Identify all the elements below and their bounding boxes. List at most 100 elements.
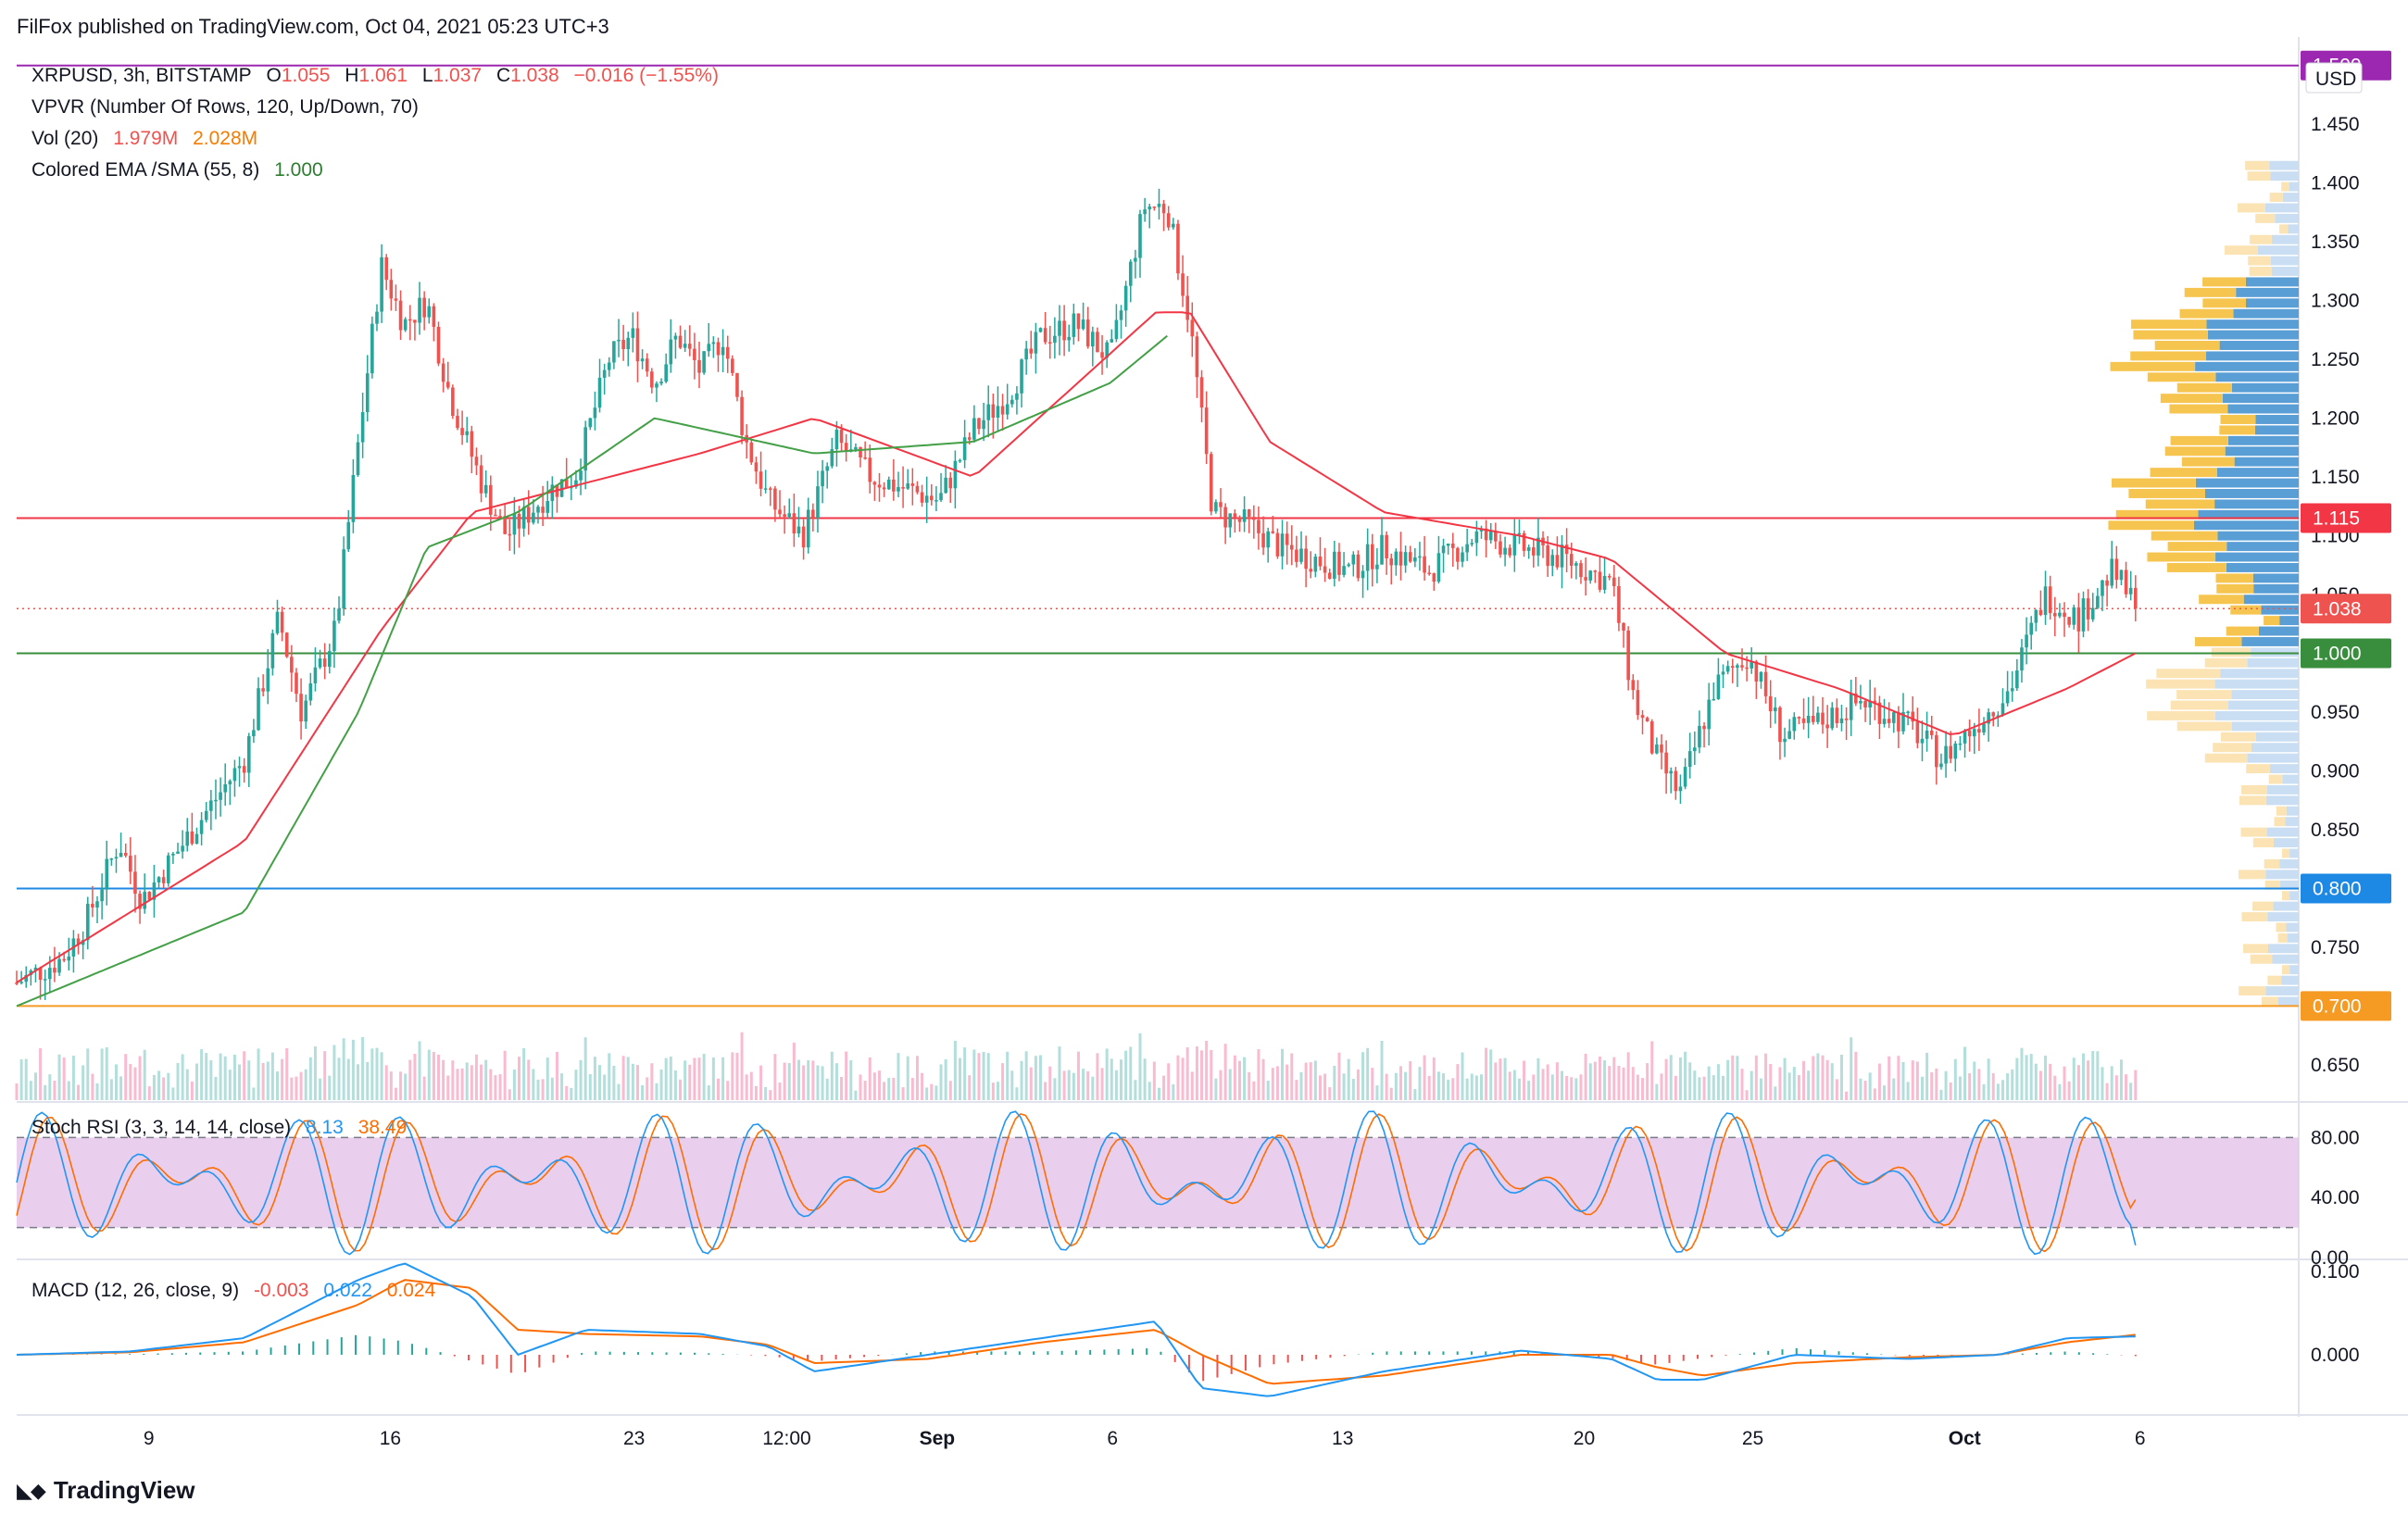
candle-body [152, 882, 157, 900]
candle-body [33, 968, 38, 971]
candle-body [408, 319, 412, 321]
stoch-legend: Stoch RSI (3, 3, 14, 14, close) 8.13 38.… [31, 1117, 416, 1139]
volume-bar [532, 1069, 535, 1100]
volume-bar [930, 1083, 934, 1100]
candle-body [1929, 730, 1934, 735]
volume-bar [133, 1067, 137, 1100]
volume-bar [796, 1059, 800, 1100]
volume-bar [1006, 1051, 1010, 1100]
price-tick-label: 0.950 [2311, 702, 2360, 723]
candle-body [129, 856, 132, 872]
volume-bar [887, 1078, 891, 1100]
vpvr-up-bar [2219, 341, 2299, 350]
volume-bar [1076, 1051, 1080, 1100]
volume-bar [1053, 1078, 1057, 1100]
volume-bar [560, 1073, 564, 1100]
ema-value: 1.000 [274, 159, 323, 181]
candle-body [2128, 587, 2133, 595]
candle-body [494, 514, 497, 517]
candle-body [673, 335, 678, 340]
volume-bar [19, 1059, 23, 1100]
volume-bar [82, 1065, 85, 1100]
stoch-tick-label: 0.00 [2311, 1247, 2349, 1269]
vpvr-up-bar [2245, 298, 2299, 308]
candle-body [2101, 580, 2104, 596]
volume-bar [228, 1070, 232, 1100]
candle-body [413, 319, 417, 323]
candle-body [1512, 533, 1517, 556]
volume-bar [821, 1066, 824, 1100]
ohlc-high: H1.061 [345, 65, 408, 86]
candle-body [1602, 575, 1607, 590]
candle-body [445, 382, 450, 388]
candle-body [38, 968, 43, 981]
vpvr-up-bar [2289, 181, 2299, 192]
candle-body [1199, 377, 1204, 408]
volume-bar [550, 1077, 554, 1100]
candle-body [901, 486, 905, 489]
volume-bar [394, 1087, 397, 1100]
volume-bar [1731, 1055, 1735, 1100]
vpvr-up-bar [2266, 827, 2299, 837]
tradingview-logo[interactable]: ◣◆ TradingView [17, 1476, 195, 1505]
candle-body [697, 359, 701, 373]
candle-body [398, 300, 403, 331]
candle-body [655, 383, 658, 388]
vpvr-down-bar [2133, 330, 2208, 340]
volume-bar [948, 1081, 952, 1100]
price-level-badge [2301, 991, 2391, 1021]
volume-bar [897, 1053, 900, 1100]
volume-bar [1915, 1061, 1919, 1100]
volume-bar [1228, 1069, 1232, 1100]
candle-body [725, 346, 730, 359]
volume-bar [281, 1058, 284, 1100]
candle-body [2020, 647, 2024, 671]
candle-body [384, 257, 389, 281]
volume-bar [749, 1071, 753, 1100]
candle-body [246, 735, 251, 773]
volume-bar [1825, 1059, 1829, 1100]
volume-bar [261, 1062, 265, 1100]
vpvr-down-bar [2145, 499, 2215, 509]
volume-bar [308, 1057, 312, 1100]
volume-bar [1309, 1062, 1312, 1100]
publisher-line: FilFox published on TradingView.com, Oct… [17, 15, 609, 38]
candle-body [536, 507, 540, 513]
volume-bar [2044, 1055, 2048, 1100]
vpvr-down-bar [2276, 806, 2287, 816]
candle-body [1873, 700, 1877, 703]
volume-bar [849, 1059, 853, 1100]
vpvr-down-bar [2215, 573, 2253, 583]
candle-body [626, 337, 631, 350]
candle-body [2034, 609, 2038, 623]
volume-bar [522, 1047, 526, 1100]
volume-bar [29, 1081, 32, 1100]
candle-body [109, 858, 114, 860]
volume-bar [901, 1087, 905, 1100]
volume-bar [1214, 1078, 1218, 1100]
volume-label: Vol (20) [31, 128, 99, 149]
candle-body [1958, 743, 1963, 745]
volume-bar [1546, 1064, 1549, 1100]
vpvr-down-bar [2279, 224, 2289, 234]
volume-bar [2053, 1075, 2057, 1100]
volume-bar [1219, 1070, 1223, 1100]
candle-body [1730, 666, 1735, 669]
candle-body [2081, 598, 2086, 632]
volume-bar [834, 1063, 838, 1100]
candle-body [1574, 563, 1578, 566]
volume-bar [925, 1087, 929, 1100]
candle-body [1342, 566, 1346, 575]
volume-bar [892, 1077, 896, 1100]
candle-body [886, 479, 891, 490]
volume-bar [583, 1037, 587, 1100]
candle-body [763, 488, 768, 490]
volume-bar [266, 1061, 270, 1100]
candle-body [2000, 703, 2005, 716]
ema-label: Colored EMA /SMA (55, 8) [31, 159, 260, 181]
stoch-tick-label: 80.00 [2311, 1127, 2360, 1148]
volume-bar [1067, 1070, 1071, 1100]
candle-body [232, 768, 237, 782]
